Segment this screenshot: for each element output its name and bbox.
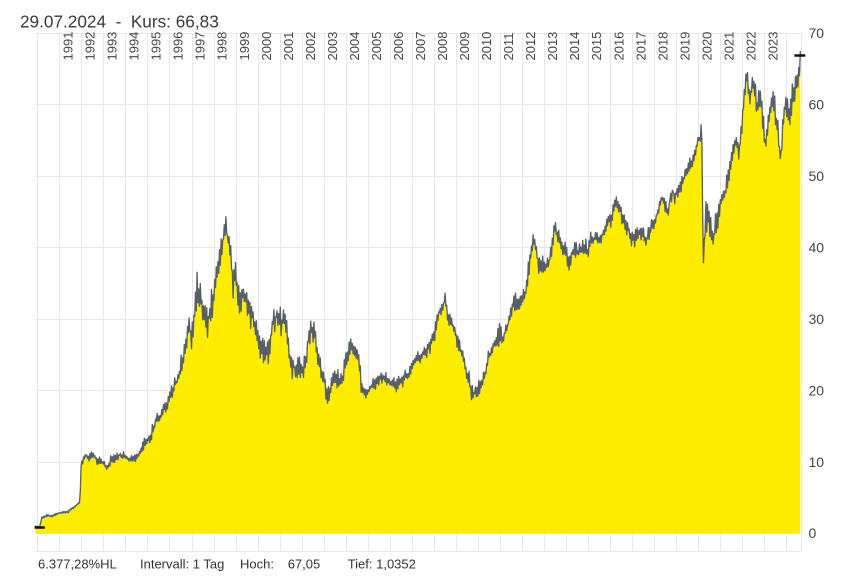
svg-text:2023: 2023 — [766, 32, 781, 61]
svg-text:30: 30 — [809, 311, 825, 327]
svg-text:2022: 2022 — [744, 32, 759, 61]
svg-text:2011: 2011 — [501, 33, 516, 61]
svg-text:29.07.2024 - Kurs: 66,83: 29.07.2024 - Kurs: 66,83 — [20, 12, 219, 32]
svg-text:2017: 2017 — [633, 32, 648, 61]
svg-text:2014: 2014 — [567, 32, 582, 61]
svg-text:2015: 2015 — [589, 32, 604, 61]
svg-text:2004: 2004 — [347, 32, 362, 61]
svg-text:40: 40 — [809, 240, 825, 256]
svg-text:2013: 2013 — [545, 32, 560, 61]
svg-text:2019: 2019 — [677, 32, 692, 61]
svg-text:6.377,28%HL: 6.377,28%HL — [38, 557, 117, 572]
svg-text:2006: 2006 — [391, 32, 406, 61]
svg-text:2007: 2007 — [413, 32, 428, 61]
svg-text:Intervall: 1 Tag: Intervall: 1 Tag — [140, 557, 224, 572]
svg-text:2016: 2016 — [611, 32, 626, 61]
svg-text:2005: 2005 — [369, 32, 384, 61]
svg-text:Hoch:: Hoch: — [240, 557, 274, 572]
svg-text:1991: 1991 — [61, 32, 76, 61]
svg-text:2002: 2002 — [303, 32, 318, 61]
svg-text:1996: 1996 — [171, 32, 186, 61]
svg-text:2018: 2018 — [655, 32, 670, 61]
svg-text:10: 10 — [809, 454, 825, 470]
svg-text:50: 50 — [809, 168, 825, 184]
svg-text:1995: 1995 — [149, 32, 164, 61]
svg-text:2003: 2003 — [325, 32, 340, 61]
svg-text:1999: 1999 — [237, 32, 252, 61]
svg-text:60: 60 — [809, 97, 825, 113]
svg-text:2021: 2021 — [721, 32, 736, 61]
svg-text:0: 0 — [809, 525, 817, 541]
svg-text:2012: 2012 — [523, 32, 538, 61]
svg-text:70: 70 — [809, 25, 825, 41]
svg-text:1993: 1993 — [105, 32, 120, 61]
svg-text:1997: 1997 — [193, 32, 208, 61]
svg-text:2008: 2008 — [435, 32, 450, 61]
svg-text:2000: 2000 — [259, 32, 274, 61]
svg-text:67,05: 67,05 — [288, 557, 321, 572]
svg-text:1994: 1994 — [127, 32, 142, 61]
svg-text:Tief: 1,0352: Tief: 1,0352 — [348, 557, 416, 572]
svg-text:20: 20 — [809, 382, 825, 398]
svg-text:2010: 2010 — [479, 32, 494, 61]
svg-text:2001: 2001 — [281, 32, 296, 61]
svg-text:1998: 1998 — [215, 32, 230, 61]
svg-text:2020: 2020 — [699, 32, 714, 61]
svg-text:2009: 2009 — [457, 32, 472, 61]
svg-text:1992: 1992 — [83, 32, 98, 61]
